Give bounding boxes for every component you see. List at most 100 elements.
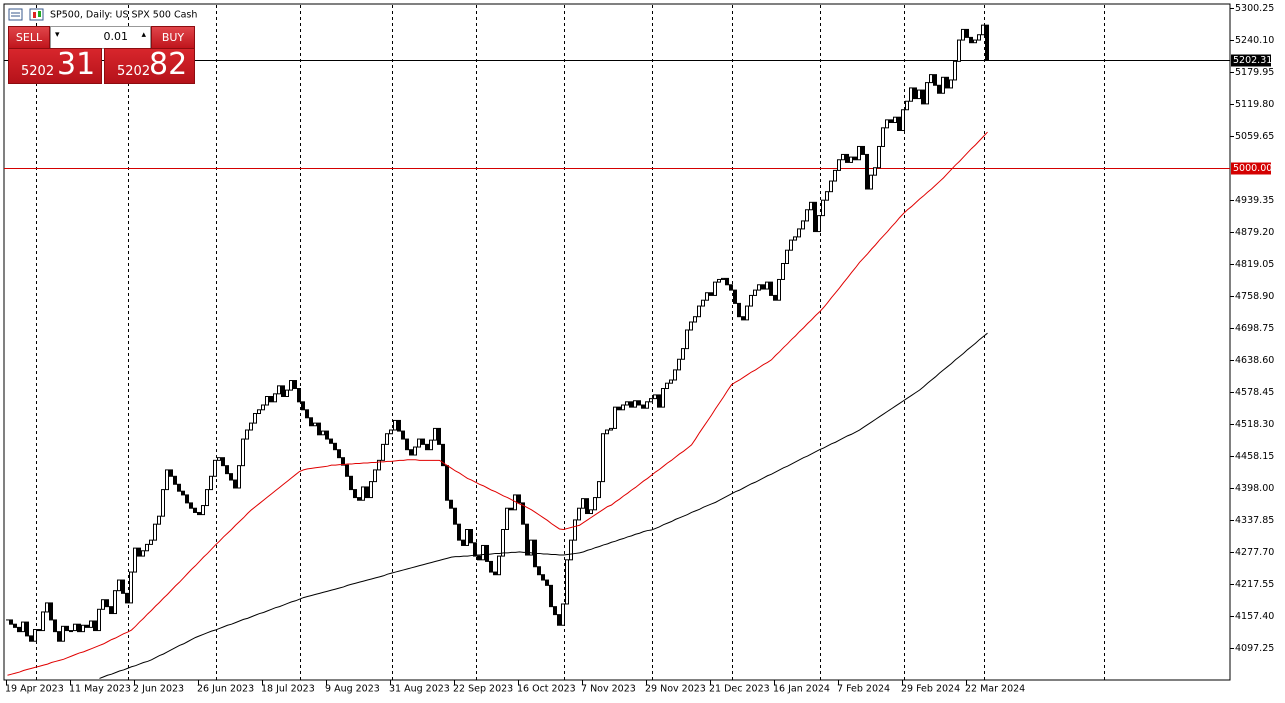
candle <box>909 87 913 102</box>
candle <box>313 422 317 427</box>
candle <box>341 457 345 466</box>
buy-button[interactable]: BUY <box>151 26 195 49</box>
x-tick-label: 18 Jul 2023 <box>261 684 315 695</box>
moving-average-line <box>99 332 988 679</box>
candle <box>33 629 37 642</box>
lot-up[interactable]: ▴ <box>141 30 146 40</box>
candle <box>921 89 925 105</box>
y-tick-label: 4758.90 <box>1235 291 1274 302</box>
candle <box>105 599 109 608</box>
x-tick-label: 16 Jan 2024 <box>773 684 830 695</box>
candle <box>169 469 173 477</box>
candle <box>693 316 697 323</box>
candle <box>461 539 465 546</box>
x-tick-label: 22 Sep 2023 <box>453 684 513 695</box>
candle <box>241 438 245 467</box>
candle <box>153 523 157 541</box>
sell-button[interactable]: SELL <box>8 26 50 49</box>
candle <box>829 180 833 193</box>
candle <box>945 76 949 89</box>
candle <box>845 153 849 163</box>
candle <box>661 388 665 408</box>
candle <box>117 579 121 592</box>
candle <box>981 24 985 36</box>
candle <box>21 621 25 633</box>
candle <box>897 116 901 131</box>
candle <box>753 289 757 296</box>
candle <box>213 459 217 477</box>
candle <box>849 156 853 163</box>
plot-frame <box>3 3 1231 681</box>
y-tick-label: 4277.70 <box>1235 547 1274 558</box>
candle <box>29 635 33 642</box>
lot-field[interactable]: ▾ 0.01 ▴ <box>50 26 151 49</box>
price-line-label: 5202.31 <box>1233 55 1272 66</box>
candle <box>629 401 633 408</box>
y-tick-label: 4337.85 <box>1235 515 1274 526</box>
buy-price[interactable]: 5202 82 <box>104 47 195 84</box>
candle <box>421 438 425 445</box>
x-tick-label: 26 Jun 2023 <box>197 684 254 695</box>
candle <box>441 443 445 467</box>
candle <box>301 401 305 411</box>
candle <box>729 284 733 291</box>
candle <box>145 543 149 552</box>
candle <box>405 438 409 451</box>
candle <box>177 483 181 492</box>
candle <box>565 559 569 605</box>
candle <box>593 497 597 511</box>
y-tick-label: 4638.60 <box>1235 355 1274 366</box>
x-tick-label: 29 Feb 2024 <box>901 684 960 695</box>
candle <box>369 481 373 499</box>
candle <box>317 422 321 436</box>
candle <box>73 623 77 632</box>
candle <box>357 497 361 501</box>
candles <box>6 24 989 642</box>
price-line-label-box <box>1231 54 1271 67</box>
candle <box>877 145 881 169</box>
candle <box>85 624 89 628</box>
candle <box>821 199 825 217</box>
y-tick-label: 4097.25 <box>1235 643 1274 654</box>
candle <box>201 505 205 516</box>
candle <box>733 289 737 304</box>
candle <box>669 379 673 384</box>
candle <box>429 439 433 451</box>
candle <box>601 433 605 483</box>
candle <box>929 74 933 84</box>
y-tick-label: 5179.95 <box>1235 67 1274 78</box>
sell-price[interactable]: 5202 31 <box>8 47 102 84</box>
candle <box>941 76 945 94</box>
candle <box>261 404 265 411</box>
candle <box>573 519 577 541</box>
lot-down[interactable]: ▾ <box>55 30 60 40</box>
candle <box>229 473 233 481</box>
candle <box>713 281 717 296</box>
candle <box>517 494 521 504</box>
candle <box>585 498 589 515</box>
candle <box>725 277 729 286</box>
candle <box>673 369 677 381</box>
candle <box>277 385 281 395</box>
candle <box>881 127 885 147</box>
candle <box>977 34 981 41</box>
candle <box>709 292 713 296</box>
x-tick-label: 31 Aug 2023 <box>389 684 450 695</box>
candle <box>721 277 725 280</box>
x-tick-label: 21 Dec 2023 <box>709 684 770 695</box>
candle <box>197 511 201 516</box>
candle <box>869 174 873 190</box>
candle <box>325 430 329 440</box>
candle <box>373 469 377 483</box>
candle <box>185 494 189 504</box>
candle <box>249 422 253 431</box>
candle <box>785 249 789 264</box>
candle <box>381 443 385 461</box>
candle <box>393 419 397 431</box>
candle <box>717 278 721 283</box>
candle <box>477 555 481 561</box>
candle <box>269 395 273 403</box>
y-tick-label: 4518.30 <box>1235 419 1274 430</box>
